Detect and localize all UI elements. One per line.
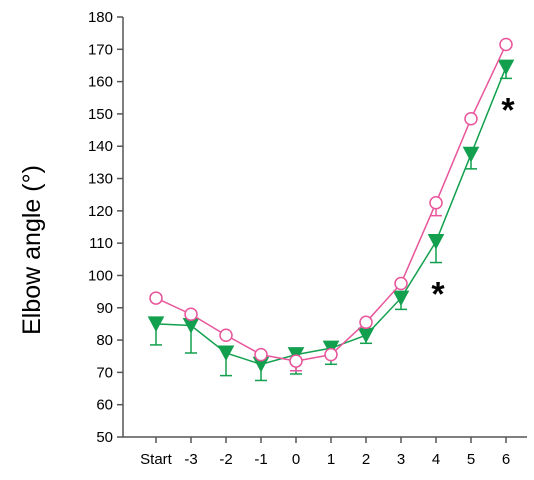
y-tick-label-110: 110: [89, 235, 113, 252]
x-tick-label-9: 5: [467, 451, 475, 468]
x-tick-label-3: -1: [254, 451, 267, 468]
point-0-4: [289, 354, 303, 368]
y-tick-label-60: 60: [96, 397, 113, 414]
point-1-0: [147, 316, 165, 332]
point-0-3: [254, 347, 268, 362]
point-1-7: [392, 290, 410, 307]
series-line-0: [155, 44, 507, 362]
y-tick-label-90: 90: [96, 300, 113, 317]
point-0-8: [429, 196, 443, 210]
x-tick-label-5: 1: [327, 451, 335, 468]
chart-axes: [122, 17, 527, 438]
point-0-7: [394, 276, 408, 291]
point-1-9: [462, 146, 480, 163]
y-tick-label-160: 160: [88, 74, 113, 91]
y-axis-label: Elbow angle (°): [18, 165, 46, 335]
y-tick-label-170: 170: [88, 41, 113, 58]
series-line-1: [155, 66, 507, 366]
chart-ticks: 5060708090100110120130140150160170180Sta…: [88, 9, 510, 468]
x-tick-label-6: 2: [362, 451, 370, 468]
point-0-5: [324, 347, 338, 362]
x-tick-label-7: 3: [397, 451, 405, 468]
y-tick-label-100: 100: [88, 267, 113, 284]
point-0-10: [499, 37, 513, 52]
y-tick-label-180: 180: [88, 9, 113, 26]
y-tick-label-70: 70: [96, 364, 113, 381]
series-0: [149, 37, 513, 372]
y-tick-label-130: 130: [88, 171, 113, 188]
point-1-2: [217, 345, 235, 362]
x-tick-label-10: 6: [502, 451, 510, 468]
y-tick-label-150: 150: [88, 106, 113, 123]
point-1-10: [497, 59, 515, 76]
chart-annotations: **: [431, 91, 515, 313]
series-1: [147, 59, 515, 382]
point-0-6: [359, 315, 373, 330]
y-tick-label-50: 50: [96, 429, 113, 446]
point-0-1: [184, 307, 198, 321]
y-tick-label-80: 80: [96, 332, 113, 349]
point-0-9: [464, 112, 478, 126]
significance-mark-1: *: [501, 91, 515, 129]
x-tick-label-8: 4: [432, 451, 440, 468]
y-tick-label-120: 120: [88, 203, 113, 220]
point-0-2: [219, 328, 233, 342]
significance-mark-0: *: [431, 276, 445, 314]
x-tick-label-4: 0: [292, 451, 300, 468]
point-0-0: [149, 291, 163, 305]
chart-series: [147, 37, 515, 382]
point-1-6: [357, 327, 375, 344]
y-tick-label-140: 140: [88, 138, 113, 155]
x-tick-label-2: -2: [219, 451, 232, 468]
x-tick-label-1: -3: [184, 451, 197, 468]
point-1-8: [427, 234, 445, 250]
x-tick-label-0: Start: [140, 451, 173, 468]
